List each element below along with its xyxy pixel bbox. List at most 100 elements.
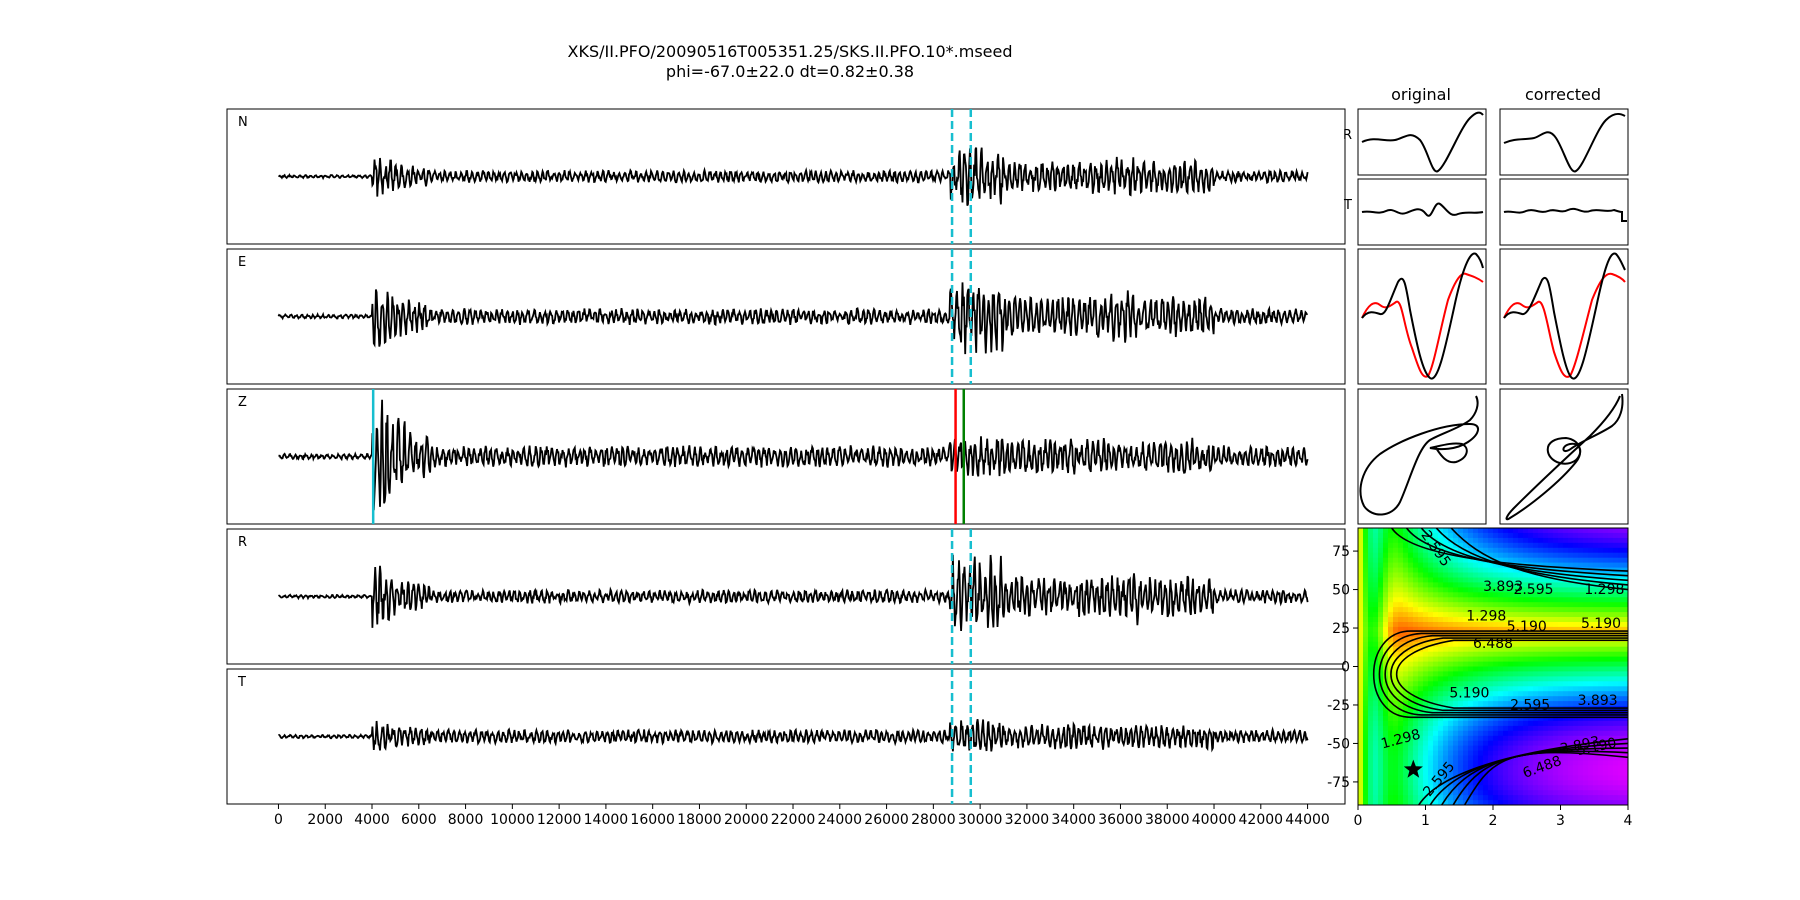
heatmap-cell bbox=[1478, 720, 1484, 727]
heatmap-cell bbox=[1568, 607, 1574, 613]
heatmap-cell bbox=[1388, 770, 1394, 776]
heatmap-cell bbox=[1518, 711, 1524, 717]
heatmap-cell bbox=[1428, 651, 1434, 658]
heatmap-cell bbox=[1393, 528, 1399, 534]
heatmap-cell bbox=[1613, 790, 1619, 796]
heatmap-cell bbox=[1443, 800, 1449, 805]
heatmap-cell bbox=[1593, 537, 1599, 544]
heatmap-cell bbox=[1458, 537, 1464, 544]
heatmap-cell bbox=[1438, 711, 1444, 717]
heatmap-cell bbox=[1543, 607, 1549, 613]
heatmap-cell bbox=[1538, 696, 1544, 702]
heatmap-cell bbox=[1563, 711, 1569, 717]
heatmap-cell bbox=[1383, 532, 1389, 539]
heatmap-cell bbox=[1498, 582, 1504, 588]
heatmap-cell bbox=[1378, 528, 1384, 534]
heatmap-cell bbox=[1458, 711, 1464, 717]
heatmap-cell bbox=[1503, 641, 1509, 648]
heatmap-cell bbox=[1378, 750, 1384, 757]
heatmap-cell bbox=[1453, 795, 1459, 801]
heatmap-cell bbox=[1563, 671, 1569, 677]
heatmap-cell bbox=[1588, 587, 1594, 593]
heatmap-cell bbox=[1523, 750, 1529, 757]
heatmap-cell bbox=[1563, 597, 1569, 603]
heatmap-cell bbox=[1458, 720, 1464, 727]
heatmap-cell bbox=[1548, 587, 1554, 593]
heatmap-cell bbox=[1488, 755, 1494, 761]
heatmap-cell bbox=[1478, 528, 1484, 534]
heatmap-cell bbox=[1428, 641, 1434, 648]
heatmap-cell bbox=[1403, 597, 1409, 603]
heatmap-cell bbox=[1553, 701, 1559, 707]
heatmap-cell bbox=[1463, 607, 1469, 613]
heatmap-cell bbox=[1543, 582, 1549, 588]
heatmap-cell bbox=[1588, 681, 1594, 687]
heatmap-cell bbox=[1393, 740, 1399, 747]
heatmap-cell bbox=[1503, 740, 1509, 747]
heatmap-cell bbox=[1368, 542, 1374, 549]
heatmap-cell bbox=[1538, 770, 1544, 776]
heatmap-cell bbox=[1468, 676, 1474, 682]
heatmap-cell bbox=[1493, 730, 1499, 737]
heatmap-cell bbox=[1363, 696, 1369, 702]
heatmap-cell bbox=[1468, 528, 1474, 534]
heatmap-cell bbox=[1478, 656, 1484, 663]
heatmap-cell bbox=[1518, 701, 1524, 707]
heatmap-cell bbox=[1533, 780, 1539, 786]
heatmap-cell bbox=[1518, 740, 1524, 747]
heatmap-cell bbox=[1453, 587, 1459, 593]
heatmap-cell bbox=[1358, 528, 1364, 534]
heatmap-cell bbox=[1508, 528, 1514, 534]
heatmap-cell bbox=[1518, 562, 1524, 569]
heatmap-cell bbox=[1438, 701, 1444, 707]
heatmap-cell bbox=[1573, 661, 1579, 668]
heatmap-cell bbox=[1488, 617, 1494, 623]
heatmap-cell bbox=[1433, 666, 1439, 672]
heatmap-cell bbox=[1588, 542, 1594, 549]
heatmap-cell bbox=[1518, 582, 1524, 588]
heatmap-cell bbox=[1393, 617, 1399, 623]
heatmap-cell bbox=[1438, 547, 1444, 554]
heatmap-cell bbox=[1363, 745, 1369, 752]
heatmap-cell bbox=[1373, 626, 1379, 633]
heatmap-cell bbox=[1378, 725, 1384, 732]
heatmap-cell bbox=[1623, 646, 1628, 653]
heatmap-cell bbox=[1368, 557, 1374, 564]
heatmap-cell bbox=[1368, 780, 1374, 786]
heatmap-cell bbox=[1453, 557, 1459, 564]
heatmap-cell bbox=[1568, 676, 1574, 682]
heatmap-cell bbox=[1453, 666, 1459, 672]
heatmap-cell bbox=[1448, 735, 1454, 742]
heatmap-cell bbox=[1578, 755, 1584, 761]
heatmap-cell bbox=[1583, 730, 1589, 737]
heatmap-cell bbox=[1363, 572, 1369, 578]
heatmap-cell bbox=[1473, 681, 1479, 687]
heatmap-cell bbox=[1578, 641, 1584, 648]
heatmap-cell bbox=[1558, 557, 1564, 564]
heatmap-cell bbox=[1483, 755, 1489, 761]
heatmap-cell bbox=[1533, 577, 1539, 583]
heatmap-cell bbox=[1498, 626, 1504, 633]
x-tick-label: 12000 bbox=[537, 812, 582, 828]
heatmap-cell bbox=[1368, 666, 1374, 672]
contour-label: 6.488 bbox=[1473, 636, 1513, 652]
heatmap-cell bbox=[1583, 735, 1589, 742]
heatmap-cell bbox=[1618, 725, 1624, 732]
heatmap-cell bbox=[1408, 641, 1414, 648]
heatmap-cell bbox=[1373, 528, 1379, 534]
heatmap-cell bbox=[1583, 681, 1589, 687]
heatmap-cell bbox=[1428, 612, 1434, 618]
heatmap-cell bbox=[1443, 626, 1449, 633]
heatmap-cell bbox=[1448, 706, 1454, 712]
heatmap-cell bbox=[1598, 532, 1604, 539]
heatmap-cell bbox=[1468, 760, 1474, 766]
heatmap-cell bbox=[1368, 602, 1374, 608]
heatmap-cell bbox=[1453, 701, 1459, 707]
heatmap-cell bbox=[1578, 557, 1584, 564]
heatmap-cell bbox=[1448, 597, 1454, 603]
heatmap-cell bbox=[1383, 636, 1389, 643]
heatmap-cell bbox=[1568, 785, 1574, 791]
heatmap-cell bbox=[1363, 706, 1369, 712]
heatmap-cell bbox=[1488, 607, 1494, 613]
heatmap-cell bbox=[1428, 730, 1434, 737]
